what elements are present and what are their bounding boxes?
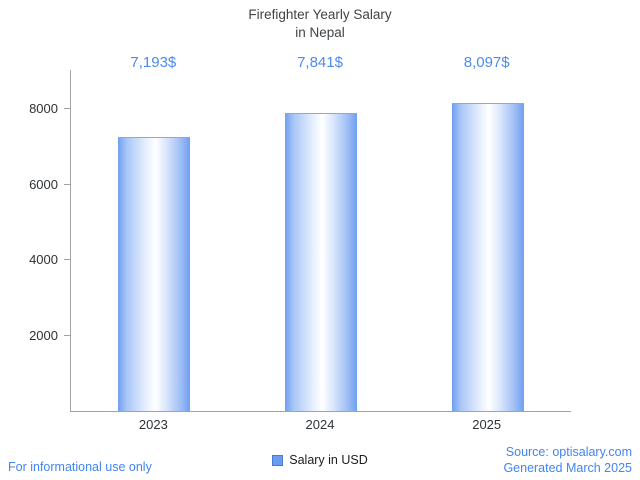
bar-2023 bbox=[118, 137, 191, 411]
chart-title: Firefighter Yearly Salary in Nepal bbox=[0, 6, 640, 42]
legend-swatch-icon bbox=[272, 454, 284, 466]
y-tick-mark bbox=[64, 107, 71, 109]
y-tick-label: 8000 bbox=[29, 100, 58, 116]
y-tick-mark bbox=[64, 183, 71, 185]
legend: Salary in USD bbox=[0, 453, 640, 467]
y-axis: 2000 4000 6000 8000 bbox=[0, 70, 70, 411]
disclaimer-text: For informational use only bbox=[8, 460, 152, 474]
footer-source-block: Source: optisalary.com Generated March 2… bbox=[503, 444, 632, 476]
plot-area bbox=[64, 70, 571, 412]
x-axis-labels: 2023 2024 2025 bbox=[70, 417, 570, 432]
x-tick-label: 2024 bbox=[305, 417, 335, 432]
bar-value-label: 8,097$ bbox=[463, 54, 510, 71]
x-tick-label: 2025 bbox=[472, 417, 502, 432]
source-link[interactable]: Source: optisalary.com bbox=[505, 445, 632, 459]
chart-title-line2: in Nepal bbox=[295, 25, 345, 40]
y-tick-label: 4000 bbox=[29, 252, 58, 268]
y-tick-label: 6000 bbox=[29, 176, 58, 192]
bar-column bbox=[238, 70, 405, 411]
y-tick-mark bbox=[64, 335, 71, 337]
x-tick-label: 2023 bbox=[138, 417, 168, 432]
bar-2024 bbox=[285, 113, 357, 411]
generated-text: Generated March 2025 bbox=[503, 461, 632, 475]
value-labels-row: 7,193$ 7,841$ 8,097$ bbox=[70, 54, 570, 71]
bar-column bbox=[71, 70, 238, 411]
chart-title-line1: Firefighter Yearly Salary bbox=[248, 7, 392, 22]
bar-value-label: 7,193$ bbox=[130, 54, 177, 71]
legend-label: Salary in USD bbox=[289, 453, 368, 467]
bar-2025 bbox=[451, 103, 524, 411]
bar-column bbox=[404, 70, 571, 411]
bar-value-label: 7,841$ bbox=[297, 54, 343, 71]
y-tick-label: 2000 bbox=[29, 328, 58, 344]
bars-row bbox=[71, 70, 571, 411]
y-tick-mark bbox=[64, 259, 71, 261]
